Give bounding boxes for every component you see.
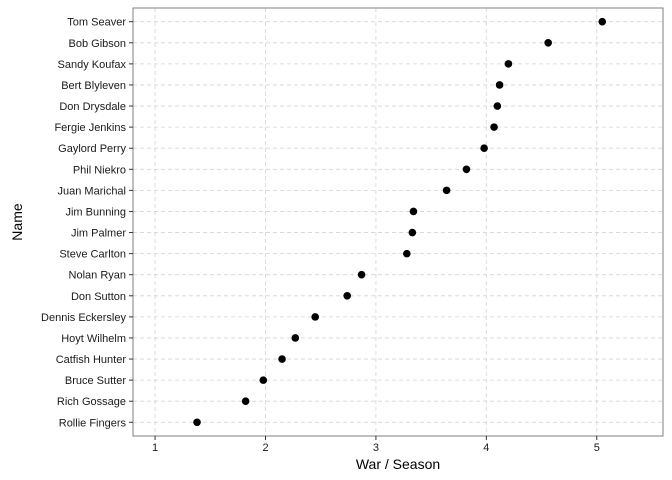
data-point: [409, 207, 418, 216]
x-axis-title: War / Season: [356, 456, 440, 472]
y-tick-label: Tom Seaver: [67, 17, 126, 29]
y-tick-label: Jim Bunning: [65, 206, 126, 218]
y-tick-label: Don Drysdale: [59, 101, 126, 113]
y-tick-label: Bert Blyleven: [61, 80, 126, 92]
x-tick-label: 1: [152, 442, 158, 454]
y-tick-label: Bob Gibson: [69, 38, 126, 50]
y-tick-label: Sandy Koufax: [58, 59, 127, 71]
data-point: [311, 313, 319, 321]
data-points: [193, 17, 607, 427]
x-axis: 1 2 3 4 5: [152, 436, 600, 454]
y-tick-label: Jim Palmer: [71, 228, 126, 240]
panel-background: [133, 8, 663, 436]
data-point: [480, 144, 488, 153]
y-tick-label: Rich Gossage: [57, 396, 126, 408]
data-point: [493, 102, 502, 110]
data-point: [343, 291, 352, 300]
data-point: [462, 165, 471, 174]
data-point: [357, 270, 366, 279]
y-tick-label: Phil Niekro: [73, 164, 126, 176]
data-point: [241, 397, 250, 406]
data-point: [403, 249, 411, 258]
panel-border: [132, 7, 664, 437]
data-point: [442, 186, 451, 195]
x-tick-label: 2: [262, 442, 268, 454]
y-tick-label: Catfish Hunter: [56, 354, 127, 366]
y-tick-label: Nolan Ryan: [69, 270, 126, 282]
y-axis-title: Name: [9, 203, 25, 241]
data-point: [598, 17, 607, 26]
data-point: [495, 81, 504, 89]
y-tick-label: Hoyt Wilhelm: [61, 333, 126, 345]
y-tick-label: Steve Carlton: [59, 249, 126, 261]
x-tick-label: 5: [594, 442, 600, 454]
y-axis: Tom Seaver Bob Gibson Sandy Koufax Bert Bly…: [41, 17, 133, 429]
grid: [133, 8, 663, 436]
y-tick-label: Don Sutton: [71, 291, 126, 303]
data-point: [408, 228, 417, 237]
y-tick-label: Juan Marichal: [58, 185, 126, 197]
data-point: [259, 376, 268, 384]
data-point: [544, 38, 552, 47]
data-point: [193, 418, 201, 427]
y-tick-label: Dennis Eckersley: [41, 312, 126, 324]
y-tick-label: Rollie Fingers: [59, 417, 127, 429]
y-tick-label: Bruce Sutter: [65, 375, 126, 387]
data-point: [291, 334, 300, 342]
data-point: [490, 123, 498, 131]
x-tick-label: 3: [373, 442, 379, 454]
y-tick-label: Fergie Jenkins: [54, 122, 126, 134]
data-point: [278, 355, 286, 363]
x-tick-label: 4: [483, 442, 489, 454]
y-tick-label: Gaylord Perry: [58, 143, 126, 155]
data-point: [504, 60, 513, 68]
